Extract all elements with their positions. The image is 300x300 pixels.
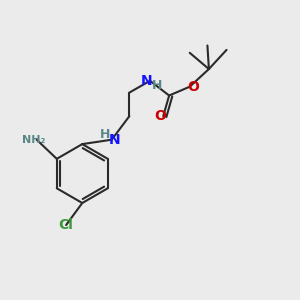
Text: H: H <box>152 79 163 92</box>
Text: O: O <box>154 109 166 123</box>
Text: NH₂: NH₂ <box>22 135 45 145</box>
Text: H: H <box>100 128 110 141</box>
Text: N: N <box>141 74 152 88</box>
Text: Cl: Cl <box>58 218 74 232</box>
Text: O: O <box>187 80 199 94</box>
Text: N: N <box>109 133 121 147</box>
